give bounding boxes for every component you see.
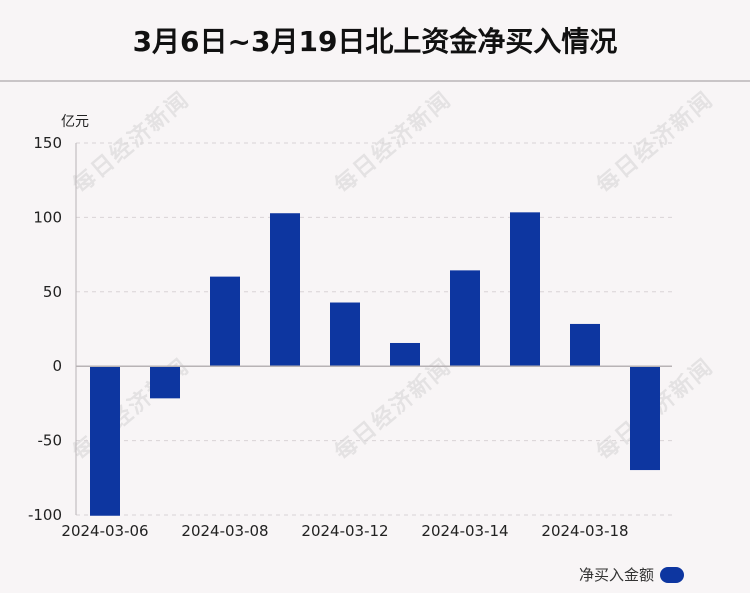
bar-2024-03-14 <box>450 270 480 367</box>
chart-title: 3月6日~3月19日北上资金净买入情况 <box>132 25 618 58</box>
y-tick-label: 50 <box>43 283 62 301</box>
y-tick-label: 100 <box>33 208 62 226</box>
x-tick-label: 2024-03-08 <box>181 522 268 540</box>
bar-2024-03-08 <box>210 276 240 367</box>
x-tick-label: 2024-03-12 <box>301 522 388 540</box>
bar-2024-03-06 <box>90 366 120 516</box>
y-tick-label: 150 <box>33 134 62 152</box>
axes <box>75 143 672 515</box>
bar-2024-03-19 <box>630 366 660 471</box>
bars <box>90 212 660 516</box>
grid-lines <box>76 142 672 516</box>
bar-2024-03-15 <box>510 212 540 367</box>
y-tick-label: -100 <box>28 506 62 524</box>
x-tick-label: 2024-03-14 <box>421 522 508 540</box>
title-divider <box>0 80 750 82</box>
bar-2024-03-07 <box>150 366 180 399</box>
x-tick-label: 2024-03-06 <box>61 522 148 540</box>
legend-swatch <box>660 566 684 583</box>
legend-label: 净买入金额 <box>578 566 654 584</box>
bar-2024-03-13 <box>390 342 420 367</box>
bar-2024-03-18 <box>570 323 600 367</box>
bar-2024-03-12 <box>330 302 360 367</box>
x-tick-label: 2024-03-18 <box>541 522 628 540</box>
y-axis-unit-label: 亿元 <box>61 114 89 130</box>
legend: 净买入金额 <box>579 564 684 585</box>
y-tick-label: 0 <box>52 357 62 375</box>
bar-2024-03-11 <box>270 213 300 367</box>
y-tick-label: -50 <box>38 432 63 450</box>
